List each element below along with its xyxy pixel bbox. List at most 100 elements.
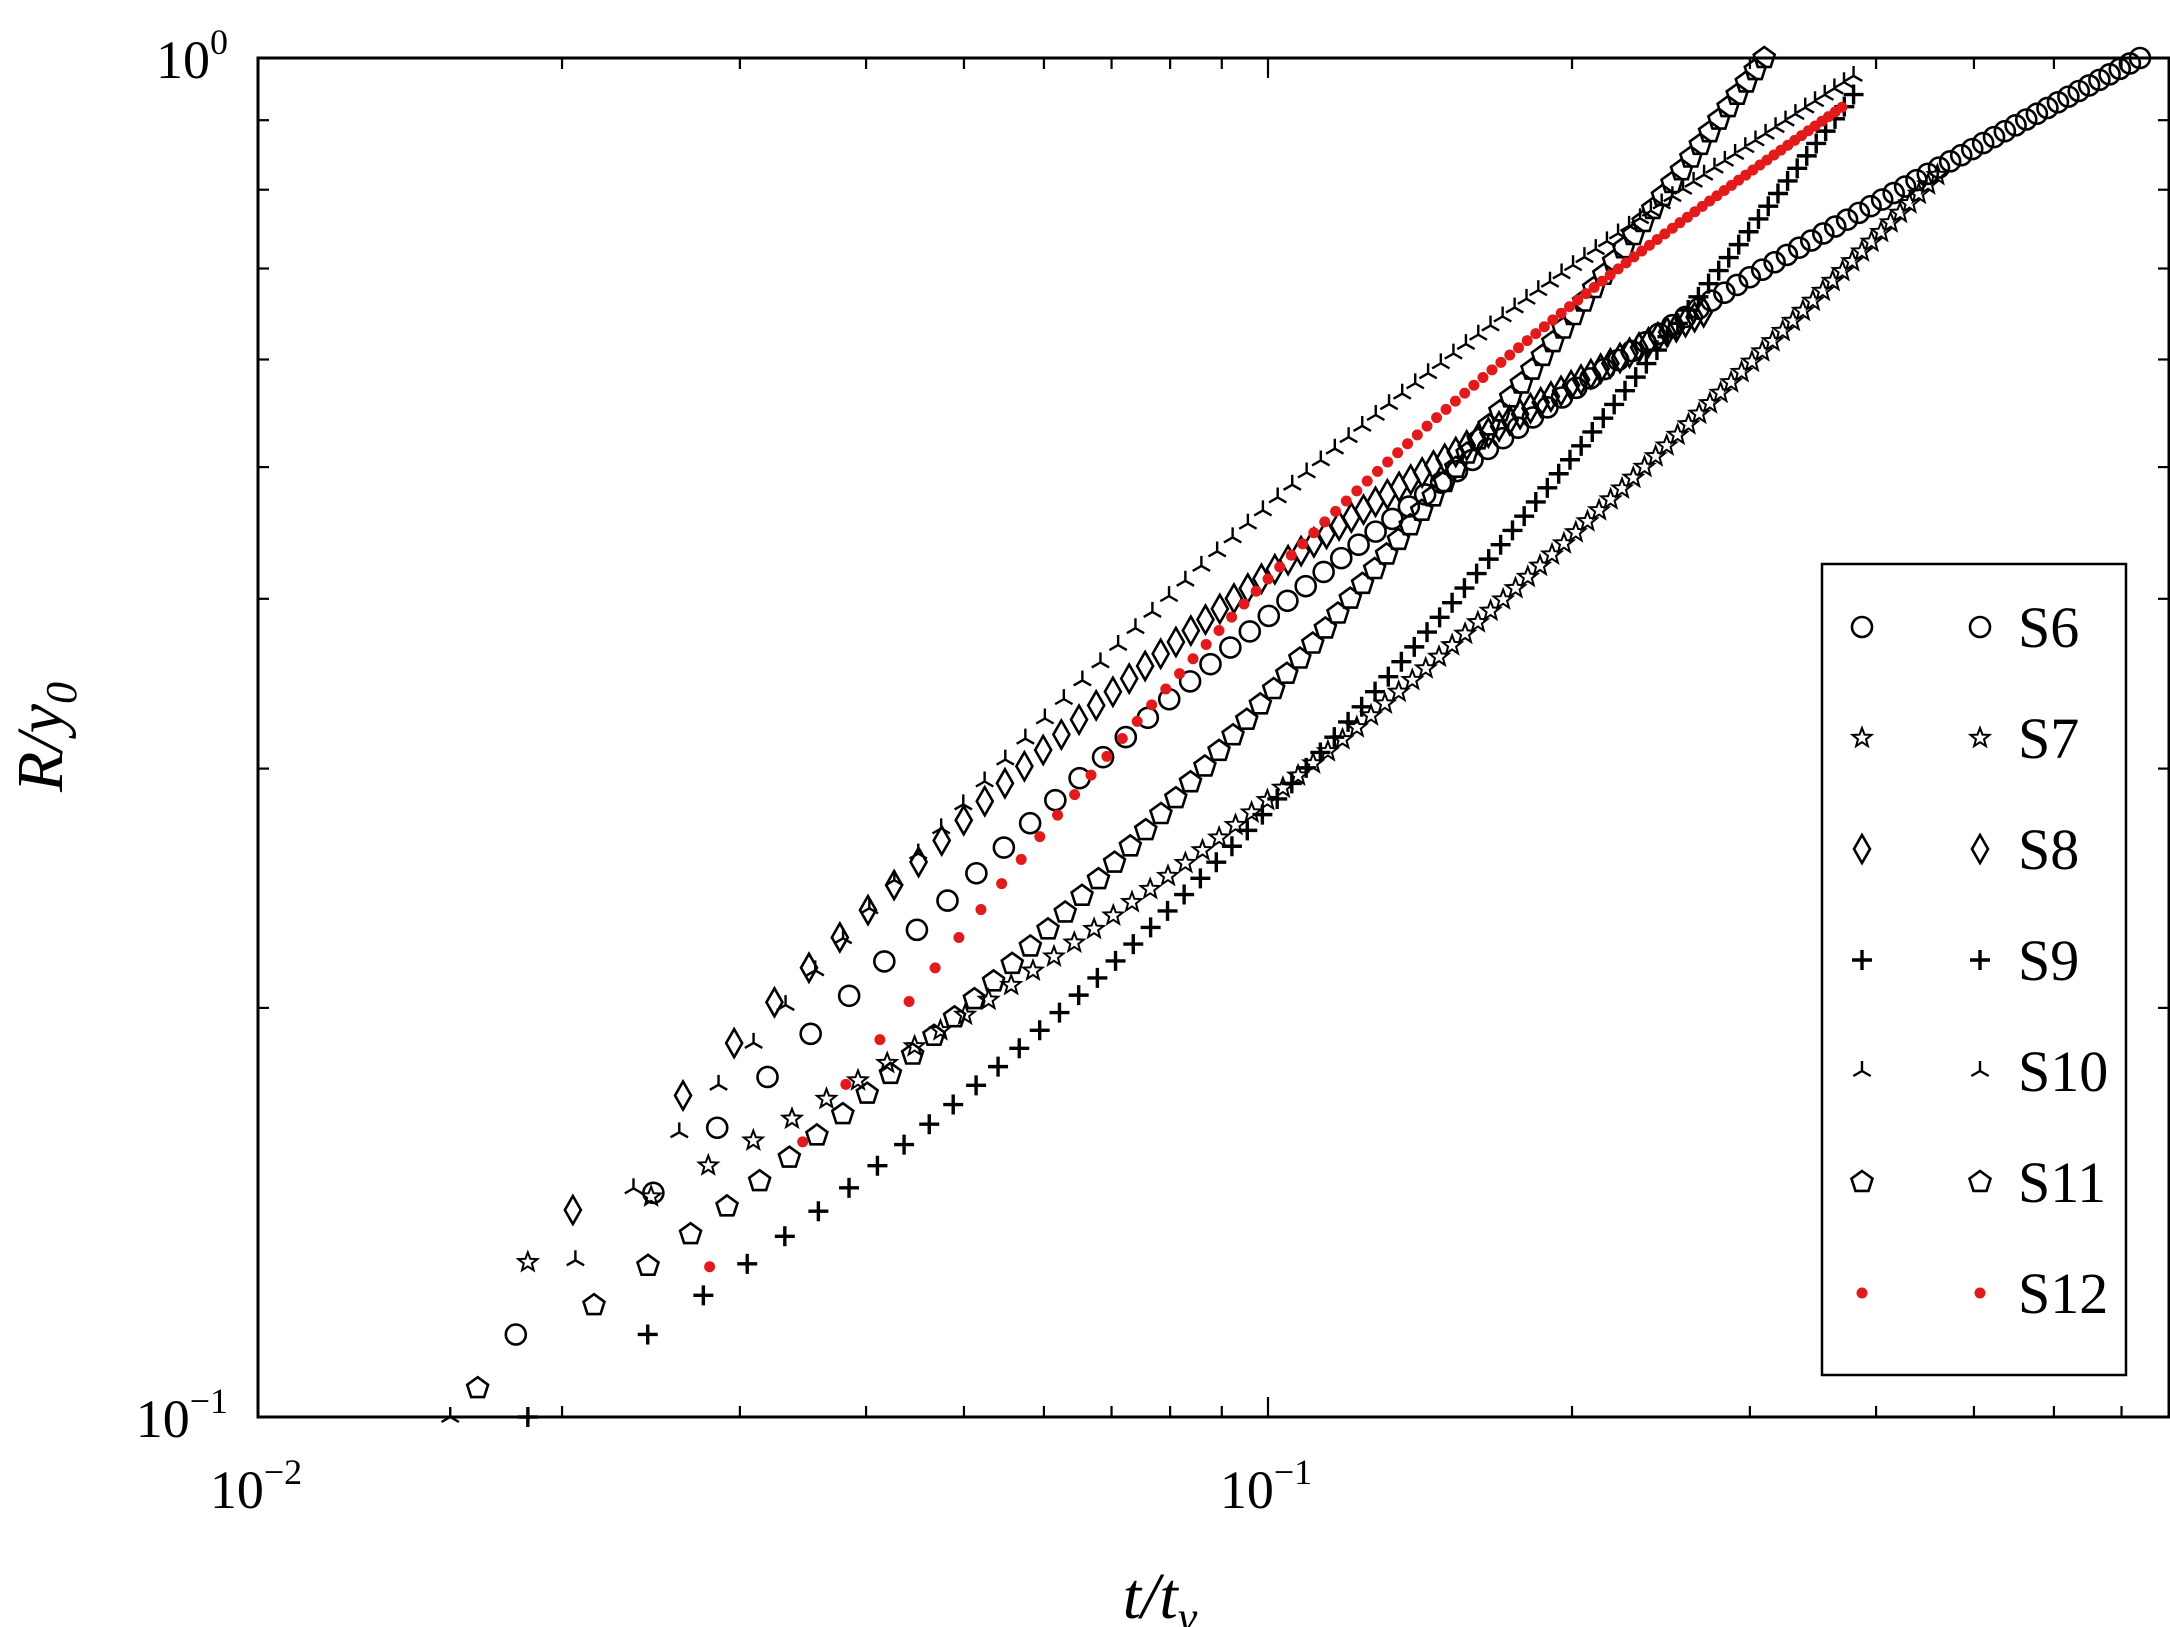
data-point-s11: [855, 1081, 880, 1104]
data-point-s6: [1870, 188, 1894, 211]
data-point-s9: [1237, 820, 1258, 841]
data-point-s11: [1086, 866, 1111, 890]
data-point-s11: [804, 1122, 829, 1146]
data-point-s9: [1140, 917, 1161, 938]
data-point-s12: [874, 1034, 886, 1046]
data-point-s10: [885, 870, 904, 887]
data-point-s12: [1651, 234, 1663, 246]
data-point-s10: [669, 1122, 689, 1139]
data-point-s9: [1009, 1038, 1030, 1059]
data-point-s8: [1551, 374, 1571, 408]
data-point-s8: [1103, 675, 1123, 709]
data-point-s11: [1018, 933, 1043, 957]
data-point-s7: [1137, 876, 1163, 900]
data-point-s12: [1274, 561, 1286, 573]
data-point-s7: [1206, 824, 1232, 849]
legend-label-s11: S11: [2018, 1150, 2106, 1215]
data-point-s12: [1052, 809, 1064, 821]
data-point-s9: [919, 1114, 940, 1135]
data-point-s7: [1190, 837, 1215, 861]
data-point-s7: [814, 1086, 839, 1110]
data-point-s6: [1893, 175, 1917, 198]
data-point-s11: [1053, 899, 1078, 923]
data-point-s9: [1281, 773, 1302, 794]
data-point-s9: [1636, 353, 1657, 374]
data-point-s12: [1421, 420, 1433, 432]
data-point-s7: [1413, 655, 1439, 679]
data-point-s12: [1513, 342, 1525, 354]
data-point-s9: [1582, 421, 1603, 442]
data-point-s12: [1538, 321, 1550, 333]
data-point-s11: [1192, 753, 1217, 777]
data-point-s11: [1118, 833, 1143, 857]
data-point-s9: [1625, 367, 1646, 388]
data-point-s10: [1339, 427, 1358, 444]
data-point-s9: [1252, 804, 1273, 825]
data-point-s10: [1766, 117, 1785, 134]
data-point-s10: [1468, 324, 1488, 341]
data-point-s7: [1478, 598, 1503, 622]
data-point-s6: [936, 889, 959, 912]
data-point-s10: [1238, 513, 1258, 530]
data-point-s10: [709, 1074, 728, 1091]
data-point-s11: [678, 1221, 703, 1245]
data-point-s6: [1763, 250, 1786, 274]
data-point-s12: [1330, 505, 1342, 517]
data-point-s6: [799, 1022, 822, 1046]
data-point-s7: [902, 1033, 927, 1057]
data-point-s11: [1678, 144, 1703, 168]
data-point-s7: [1800, 288, 1826, 312]
data-point-s9: [966, 1075, 987, 1096]
data-point-s10: [1746, 130, 1765, 147]
y-axis-label-text: R/y0: [4, 682, 86, 793]
data-point-s6: [1276, 589, 1299, 613]
data-point-s12: [1596, 275, 1608, 287]
data-point-s10: [1126, 618, 1145, 635]
data-point-s11: [1148, 801, 1173, 825]
data-point-s10: [1705, 157, 1724, 174]
data-point-s8: [1489, 409, 1509, 443]
data-point-s7: [1255, 787, 1280, 811]
data-point-s8: [1581, 357, 1601, 391]
data-point-s10: [1108, 635, 1128, 652]
data-point-s12: [975, 904, 987, 916]
data-point-s10: [744, 1032, 763, 1049]
data-point-s6: [1775, 243, 1799, 267]
data-point-s11: [1287, 645, 1312, 669]
data-point-s9: [1454, 578, 1475, 599]
data-point-s9: [1514, 506, 1535, 527]
data-point-s11: [1274, 661, 1299, 685]
data-point-s9: [1767, 183, 1788, 204]
legend-marker-s12: [1856, 1287, 1868, 1299]
data-point-s6: [965, 861, 988, 885]
data-point-s11: [1248, 691, 1273, 715]
data-point-s11: [1669, 157, 1694, 181]
data-point-s6: [1044, 788, 1067, 812]
data-point-s6: [1725, 273, 1749, 297]
data-point-s7: [1465, 609, 1491, 633]
legend-marker-s7: [1967, 725, 1993, 749]
data-point-s12: [1402, 438, 1414, 450]
data-point-s12: [1085, 769, 1097, 781]
data-point-s10: [1517, 288, 1536, 305]
data-point-s10: [1786, 104, 1805, 121]
legend-label-s7: S7: [2018, 706, 2079, 771]
data-point-s7: [1101, 902, 1126, 926]
data-point-s12: [1174, 668, 1186, 680]
data-point-s8: [1086, 688, 1106, 723]
legend-label-s8: S8: [2018, 817, 2079, 882]
data-point-s11: [1221, 722, 1246, 746]
data-point-s12: [1250, 585, 1262, 597]
data-point-s9: [1378, 666, 1399, 687]
data-point-s12: [1262, 573, 1274, 585]
data-point-s9: [1604, 394, 1625, 415]
data-point-s8: [1629, 330, 1649, 365]
data-point-s8: [1166, 625, 1186, 659]
data-point-s10: [1756, 123, 1775, 140]
data-point-s6: [2046, 90, 2070, 114]
data-point-s11: [1261, 676, 1286, 700]
data-point-s9: [1365, 681, 1386, 702]
data-point-s9: [1667, 313, 1688, 334]
data-point-s11: [1362, 556, 1387, 580]
data-point-s8: [1069, 702, 1089, 737]
